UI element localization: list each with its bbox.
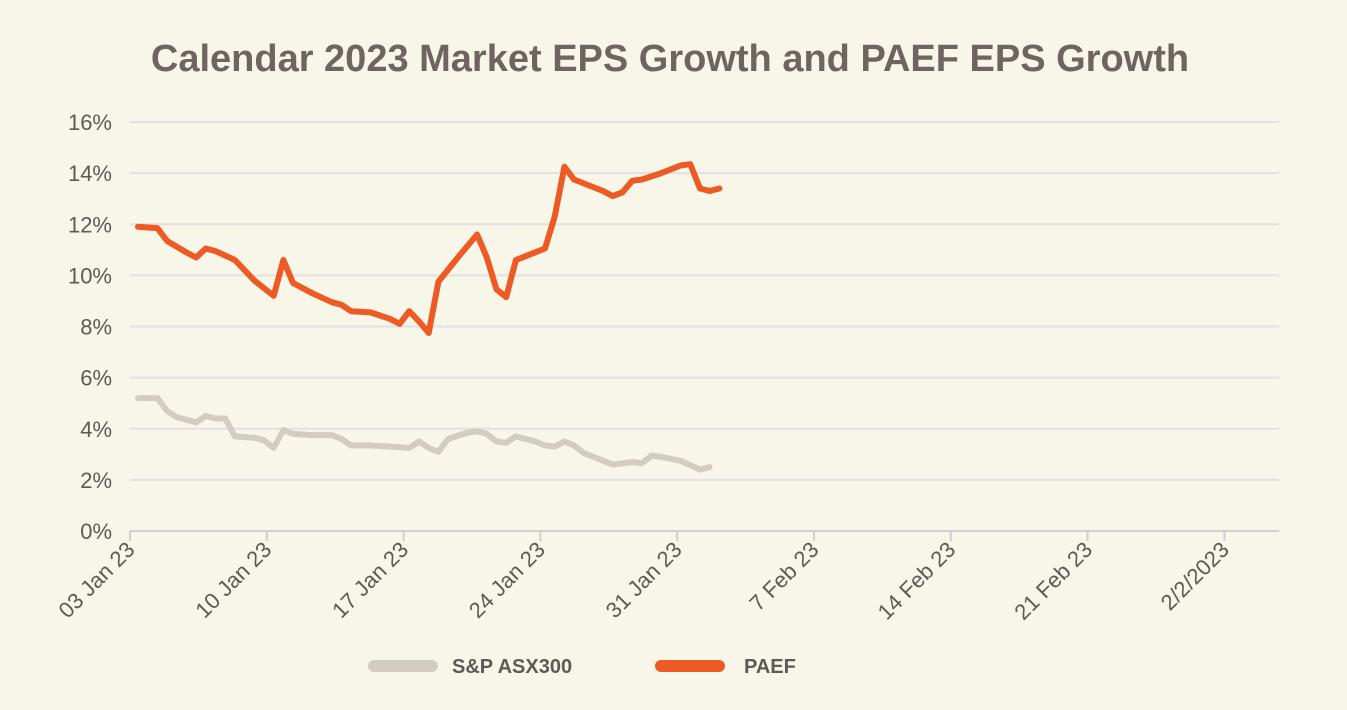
legend-label: S&P ASX300	[452, 656, 572, 678]
x-tick-label: 2/2/2023	[1156, 537, 1234, 615]
x-axis: 03 Jan 23 10 Jan 23 17 Jan 23 24 Jan 23 31 J…	[54, 531, 1234, 625]
x-tick-label: 21 Feb 23	[1009, 537, 1097, 625]
chart-title: Calendar 2023 Market EPS Growth and PAEF…	[150, 38, 1190, 80]
series-line-sp-asx300	[135, 395, 713, 473]
x-tick-label: 10 Jan 23	[190, 537, 276, 623]
series-layer	[135, 161, 723, 473]
y-tick-label: 12%	[68, 212, 112, 237]
y-tick-label: 6%	[80, 366, 112, 391]
grid-layer: 0% 2% 4% 6% 8% 10% 12% 14% 16%	[68, 110, 1279, 544]
x-tick-label: 03 Jan 23	[54, 537, 140, 623]
x-tick-label: 7 Feb 23	[744, 537, 823, 616]
x-tick-label: 24 Jan 23	[464, 537, 550, 623]
legend: S&P ASX300 PAEF	[368, 656, 796, 678]
legend-label: PAEF	[744, 656, 796, 678]
y-tick-label: 2%	[80, 468, 112, 493]
y-tick-label: 8%	[80, 315, 112, 340]
y-tick-label: 0%	[80, 519, 112, 544]
y-tick-label: 16%	[68, 110, 112, 135]
y-tick-label: 14%	[68, 161, 112, 186]
y-tick-label: 4%	[80, 417, 112, 442]
x-tick-label: 31 Jan 23	[601, 537, 687, 623]
x-tick-label: 14 Feb 23	[873, 537, 961, 625]
series-line-paef	[135, 161, 723, 336]
x-tick-label: 17 Jan 23	[327, 537, 413, 623]
y-tick-label: 10%	[68, 263, 112, 288]
